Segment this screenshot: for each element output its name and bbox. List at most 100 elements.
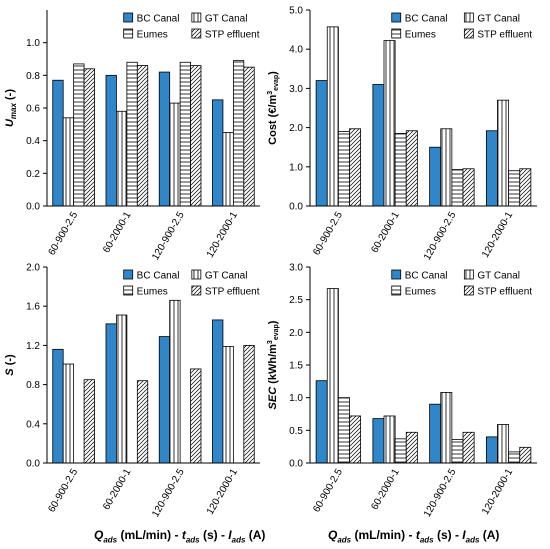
y-tick-label: 1.5 <box>289 361 303 372</box>
bar-stp-effluent <box>405 431 418 464</box>
legend-swatch <box>123 28 134 39</box>
bar-stp-effluent <box>136 65 149 207</box>
bar-bc-canal <box>52 79 64 207</box>
bar-stp-effluent <box>190 65 202 207</box>
x-tick-label: 60-900-2.5 <box>311 467 345 515</box>
bar-eumes <box>451 439 464 464</box>
legend-item: STP effluent <box>191 28 260 41</box>
bar-gt-canal <box>497 99 510 207</box>
legend-item: BC Canal <box>391 12 448 25</box>
bar-bc-canal <box>485 130 498 207</box>
y-tick-label: 1.0 <box>289 393 303 404</box>
x-tick-label: 60-2000-1 <box>369 467 402 512</box>
legend-swatch <box>191 12 202 23</box>
y-tick-label: 0.4 <box>26 419 40 430</box>
x-tick-label: 120-2000-1 <box>480 467 515 517</box>
x-tick-label: 60-900-2.5 <box>47 467 81 515</box>
bar-eumes <box>451 169 464 207</box>
bar-stp-effluent <box>462 168 475 207</box>
legend-item: BC Canal <box>123 269 180 282</box>
x-tick-label: 120-2000-1 <box>205 210 240 260</box>
legend-item: BC Canal <box>391 269 448 282</box>
legend-label: STP effluent <box>205 30 260 41</box>
legend-label: GT Canal <box>205 271 248 282</box>
x-tick-label: 60-2000-1 <box>369 210 402 255</box>
legend-item: GT Canal <box>191 269 248 282</box>
bar-stp-effluent <box>83 68 95 207</box>
legend-label: GT Canal <box>205 14 248 25</box>
legend-swatch <box>463 285 474 296</box>
legend-swatch <box>463 28 474 39</box>
bar-gt-canal <box>497 424 510 464</box>
legend-swatch <box>123 285 134 296</box>
legend-swatch <box>123 12 134 23</box>
bar-stp-effluent <box>349 128 362 207</box>
bar-gt-canal <box>62 117 75 207</box>
y-tick-label: 0.5 <box>289 426 303 437</box>
y-tick-label: 3.0 <box>289 84 303 95</box>
y-axis-title: Cost (€/m3evap) <box>267 71 280 145</box>
bar-gt-canal <box>116 110 128 207</box>
y-tick-label: 0.8 <box>26 380 40 391</box>
bar-eumes <box>394 438 407 464</box>
bar-stp-effluent <box>519 446 532 464</box>
legend-item: STP effluent <box>191 285 260 298</box>
bar-stp-effluent <box>243 344 255 464</box>
bar-gt-canal <box>116 314 128 464</box>
legend-label: Eumes <box>405 287 436 298</box>
y-tick-label: 2.0 <box>289 328 303 339</box>
x-tick-label: 60-2000-1 <box>101 210 134 255</box>
bar-bc-canal <box>429 146 442 207</box>
legend-label: GT Canal <box>477 271 520 282</box>
x-tick-label: 60-2000-1 <box>101 467 134 512</box>
bar-gt-canal <box>383 40 396 207</box>
bar-eumes <box>337 397 350 464</box>
y-tick-label: 1.0 <box>289 162 303 173</box>
bar-stp-effluent <box>136 380 149 464</box>
legend-swatch <box>391 285 402 296</box>
legend-label: BC Canal <box>137 14 180 25</box>
legend-item: Eumes <box>123 28 168 41</box>
legend-label: Eumes <box>405 30 436 41</box>
bar-stp-effluent <box>349 415 362 464</box>
legend-swatch <box>391 28 402 39</box>
x-tick-label: 120-900-2.5 <box>150 467 187 520</box>
legend-item: STP effluent <box>463 285 532 298</box>
bar-eumes <box>232 60 245 207</box>
bar-stp-effluent <box>190 368 202 464</box>
legend-item: GT Canal <box>463 269 520 282</box>
legend-swatch <box>391 12 402 23</box>
legend-item: Eumes <box>391 285 436 298</box>
legend-label: BC Canal <box>405 14 448 25</box>
y-tick-label: 3.0 <box>289 263 303 274</box>
bar-gt-canal <box>326 26 339 207</box>
legend-swatch <box>191 269 202 280</box>
bar-stp-effluent <box>243 66 255 207</box>
bar-bc-canal <box>212 319 224 464</box>
bar-gt-canal <box>440 392 453 464</box>
bar-stp-effluent <box>519 168 532 207</box>
bar-gt-canal <box>169 299 181 464</box>
bar-bc-canal <box>158 336 171 464</box>
chart-panel-bottom-right: 0.0 0.5 1.0 1.5 2.0 2.5 3.0 SEC (kWh/m3evap) 60-… <box>267 263 537 520</box>
y-tick-label: 0.0 <box>26 202 40 213</box>
bar-bc-canal <box>158 71 171 207</box>
y-tick-label: 2.5 <box>289 295 303 306</box>
legend-label: STP effluent <box>477 30 532 41</box>
bar-gt-canal <box>222 132 234 207</box>
y-axis-title: SEC (kWh/m3evap) <box>267 320 280 409</box>
bar-stp-effluent <box>405 130 418 207</box>
legend-label: Eumes <box>137 30 168 41</box>
y-tick-label: 0.0 <box>26 459 40 470</box>
bar-gt-canal <box>326 288 339 464</box>
y-tick-label: 5.0 <box>289 6 303 17</box>
legend-item: STP effluent <box>463 28 532 41</box>
legend-label: BC Canal <box>137 271 180 282</box>
legend-swatch <box>463 269 474 280</box>
legend-swatch <box>191 285 202 296</box>
x-tick-label: 120-900-2.5 <box>422 467 459 520</box>
chart-panel-top-right: 0.0 1.0 2.0 3.0 4.0 5.0 Cost (€/m3evap) 60-900-… <box>267 6 537 262</box>
bar-gt-canal <box>222 345 234 464</box>
bar-bc-canal <box>485 436 498 464</box>
bar-bc-canal <box>372 84 385 207</box>
